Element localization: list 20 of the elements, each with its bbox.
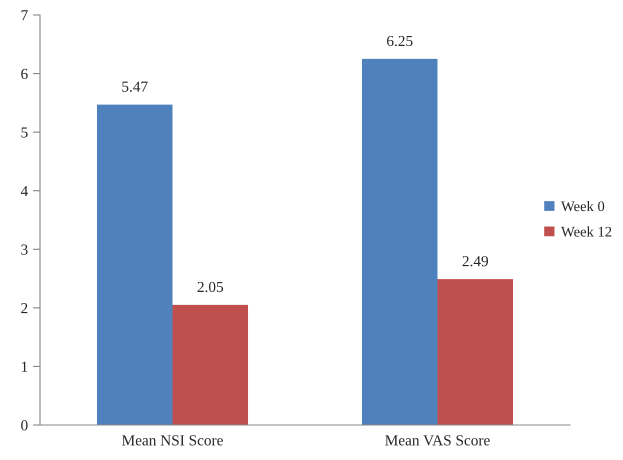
x-tick-label: Mean VAS Score [385, 435, 490, 446]
y-tick-label: 6 [21, 68, 28, 80]
data-label: 6.25 [387, 36, 413, 46]
y-tick-label: 3 [21, 244, 28, 255]
bar [362, 58, 438, 425]
y-tick-label: 5 [21, 127, 28, 138]
legend-label: Week 0 [561, 200, 604, 212]
bar [438, 279, 514, 425]
data-label: 5.47 [122, 82, 148, 92]
legend-label: Week 12 [561, 226, 612, 237]
y-tick-label: 4 [20, 186, 28, 196]
y-tick-label: 1 [22, 362, 28, 372]
bar [96, 104, 172, 425]
y-tick-label: 2 [21, 303, 28, 314]
x-tick-label: Mean NSI Score [122, 435, 223, 446]
data-label: 2.49 [462, 256, 488, 266]
bar [172, 304, 248, 425]
data-label: 2.05 [198, 282, 224, 292]
y-tick-label: 7 [22, 10, 28, 20]
y-tick-label: 0 [21, 420, 28, 430]
